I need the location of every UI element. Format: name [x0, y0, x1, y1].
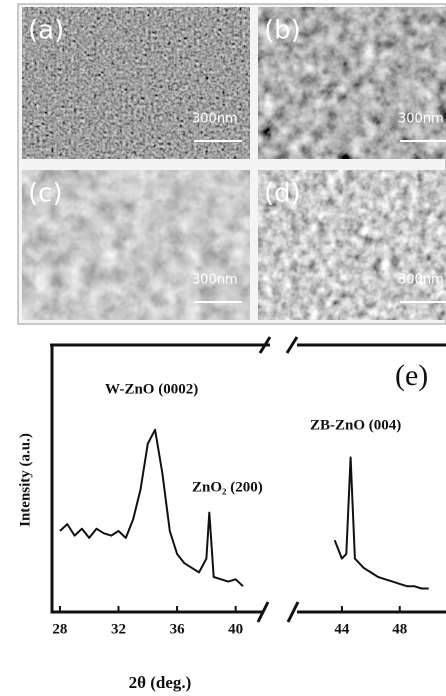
annotation: ZnO₂ (200) [192, 479, 263, 495]
xrd-line [60, 430, 243, 586]
x-tick-label: 36 [170, 621, 186, 637]
x-tick-label: 28 [52, 621, 67, 637]
figure: (a) 300nm (b) 300nm (c) 300nm (d) 300nm 28 32 36 4… [0, 0, 446, 696]
annotation: (e) [395, 359, 428, 392]
scale-label: 300nm [192, 273, 238, 288]
x-axis-label: 2θ (deg.) [129, 673, 192, 692]
x-tick-label: 48 [392, 621, 407, 637]
x-tick-label: 44 [334, 621, 350, 637]
x-tick-label: 32 [111, 621, 126, 637]
annotation: W-ZnO (0002) [105, 381, 198, 397]
scale-label: 300nm [192, 112, 238, 127]
panel-label: (d) [264, 179, 301, 209]
panel-label: (c) [28, 179, 63, 209]
x-tick-label: 40 [228, 621, 243, 637]
annotation: ZB-ZnO (004) [310, 417, 401, 433]
y-axis-label: Intensity (a.u.) [17, 433, 33, 527]
scale-label: 300nm [398, 273, 444, 288]
xrd-line [335, 457, 429, 588]
panel-label: (a) [28, 16, 64, 46]
axis-break [258, 337, 298, 622]
xrd-plot: 28 32 36 40 W-ZnO (0002) ZnO₂ (200) Intensity … [17, 337, 446, 692]
panel-label: (b) [264, 16, 301, 46]
scale-label: 300nm [398, 112, 444, 127]
